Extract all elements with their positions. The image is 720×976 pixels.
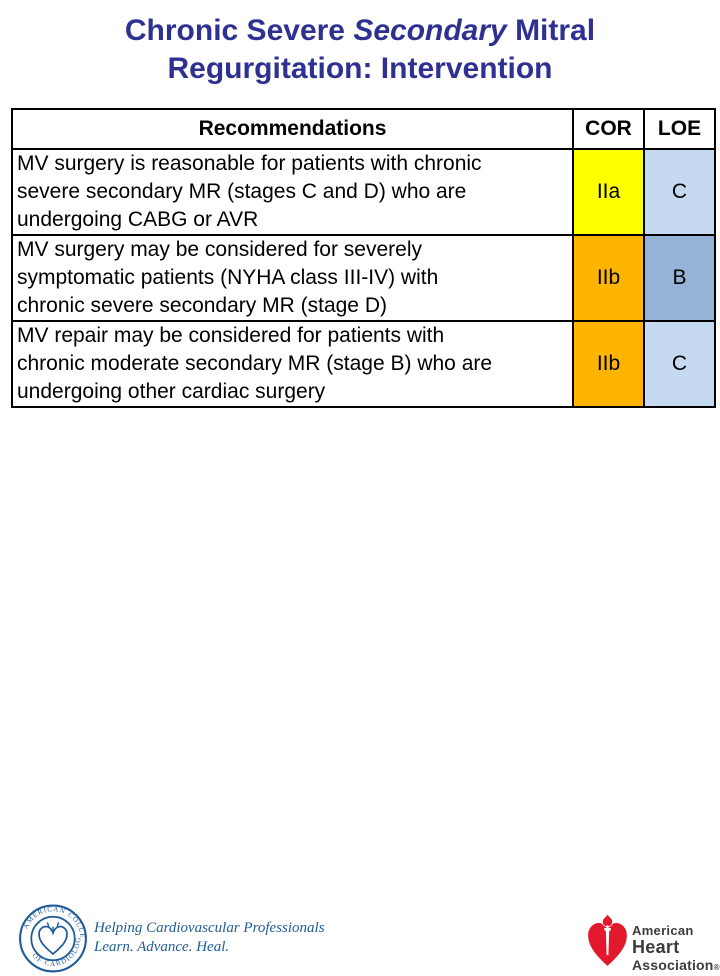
table-row: MV surgery is reasonable for patients wi… xyxy=(11,148,716,236)
loe-cell: B xyxy=(643,234,716,322)
recommendation-text: MV surgery is reasonable for patients wi… xyxy=(17,152,482,231)
registered-mark: ® xyxy=(713,963,720,972)
acc-seal-icon: AMERICAN COLLEGE OF CARDIOLOGY xyxy=(18,902,87,973)
footer: AMERICAN COLLEGE OF CARDIOLOGY Helping C… xyxy=(0,440,720,973)
recommendation-cell: MV surgery may be considered for severel… xyxy=(11,234,574,322)
cor-cell: IIb xyxy=(572,234,645,322)
acc-tagline-line2: Learn. Advance. Heal. xyxy=(94,939,230,955)
cor-cell: IIb xyxy=(572,320,645,408)
aha-heart-icon xyxy=(588,913,627,966)
table-row: MV repair may be considered for patients… xyxy=(11,320,716,408)
recommendation-cell: MV repair may be considered for patients… xyxy=(11,320,574,408)
table-header-row: Recommendations COR LOE xyxy=(11,108,716,150)
column-header-recommendations: Recommendations xyxy=(11,108,574,150)
recommendation-text: MV repair may be considered for patients… xyxy=(17,324,493,403)
title-line1-italic: Secondary xyxy=(353,14,507,47)
aha-name-line1: American xyxy=(632,923,694,938)
column-header-loe: LOE xyxy=(643,108,716,150)
cor-cell: IIa xyxy=(572,148,645,236)
acc-tagline-line1: Helping Cardiovascular Professionals xyxy=(94,920,325,936)
title-line2: Regurgitation: Intervention xyxy=(167,52,553,85)
aha-name-line3: Association® xyxy=(632,957,720,973)
acc-tagline: Helping Cardiovascular Professionals Lea… xyxy=(94,919,325,957)
title-line1-suffix: Mitral xyxy=(506,14,596,47)
recommendation-text: MV surgery may be considered for severel… xyxy=(17,238,439,317)
table-row: MV surgery may be considered for severel… xyxy=(11,234,716,322)
loe-cell: C xyxy=(643,320,716,408)
aha-name-line2: Heart xyxy=(632,937,680,957)
loe-cell: C xyxy=(643,148,716,236)
slide-title: Chronic Severe Secondary Mitral Regurgit… xyxy=(0,12,720,88)
aha-wordmark: American Heart Association® xyxy=(632,924,720,976)
recommendations-table: Recommendations COR LOE MV surgery is re… xyxy=(11,108,716,408)
title-line1-prefix: Chronic Severe xyxy=(124,14,354,47)
slide: Chronic Severe Secondary Mitral Regurgit… xyxy=(0,12,720,973)
column-header-cor: COR xyxy=(572,108,645,150)
recommendation-cell: MV surgery is reasonable for patients wi… xyxy=(11,148,574,236)
